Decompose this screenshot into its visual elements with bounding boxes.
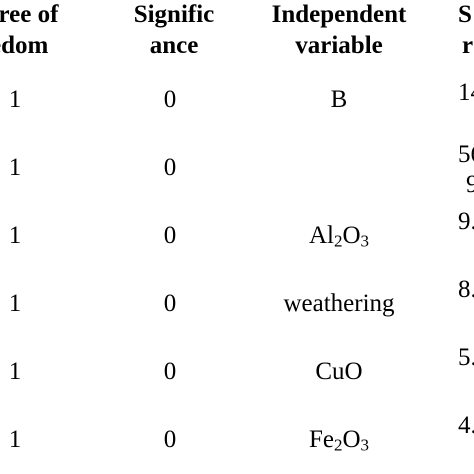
cell-degree-of-freedom: 1 <box>8 154 22 181</box>
cell-significance: 0 <box>163 154 177 181</box>
cell-cut-column: 14 <box>458 79 474 106</box>
cell-degree-of-freedom: 1 <box>8 86 22 113</box>
cell-significance: 0 <box>163 86 177 113</box>
cell-significance: 0 <box>163 358 177 385</box>
cell-cut-column: 4. <box>458 412 474 439</box>
cell-cut-column-line2: 9 <box>466 171 474 198</box>
cell-independent-variable: Fe2O3 <box>308 426 370 455</box>
cell-degree-of-freedom: 1 <box>8 358 22 385</box>
header-significance-line1: Signific <box>133 1 215 28</box>
header-cut-column-line1: S <box>458 1 472 28</box>
cell-significance: 0 <box>163 290 177 317</box>
header-degree-of-freedom-line2: edom <box>0 32 49 59</box>
header-independent-variable-line2: variable <box>295 32 383 59</box>
header-independent-variable-line1: Independent <box>271 1 407 28</box>
header-cut-column-line2: r <box>462 32 474 59</box>
header-degree-of-freedom-line1: gree of <box>0 1 59 28</box>
cell-significance: 0 <box>163 222 177 249</box>
cell-degree-of-freedom: 1 <box>8 222 22 249</box>
cell-independent-variable: Al2O3 <box>308 222 370 251</box>
cell-independent-variable: B <box>330 86 348 113</box>
cell-cut-column: 9. <box>458 208 474 235</box>
cell-significance: 0 <box>163 426 177 453</box>
cell-degree-of-freedom: 1 <box>8 290 22 317</box>
cell-degree-of-freedom: 1 <box>8 426 22 453</box>
cell-independent-variable: CuO <box>315 358 363 385</box>
cell-independent-variable: weathering <box>283 290 395 317</box>
cell-cut-column: 8. <box>458 276 474 303</box>
cell-cut-column: 5. <box>458 344 474 371</box>
header-significance-line2: ance <box>149 32 199 59</box>
cell-cut-column: 56 <box>458 141 474 168</box>
